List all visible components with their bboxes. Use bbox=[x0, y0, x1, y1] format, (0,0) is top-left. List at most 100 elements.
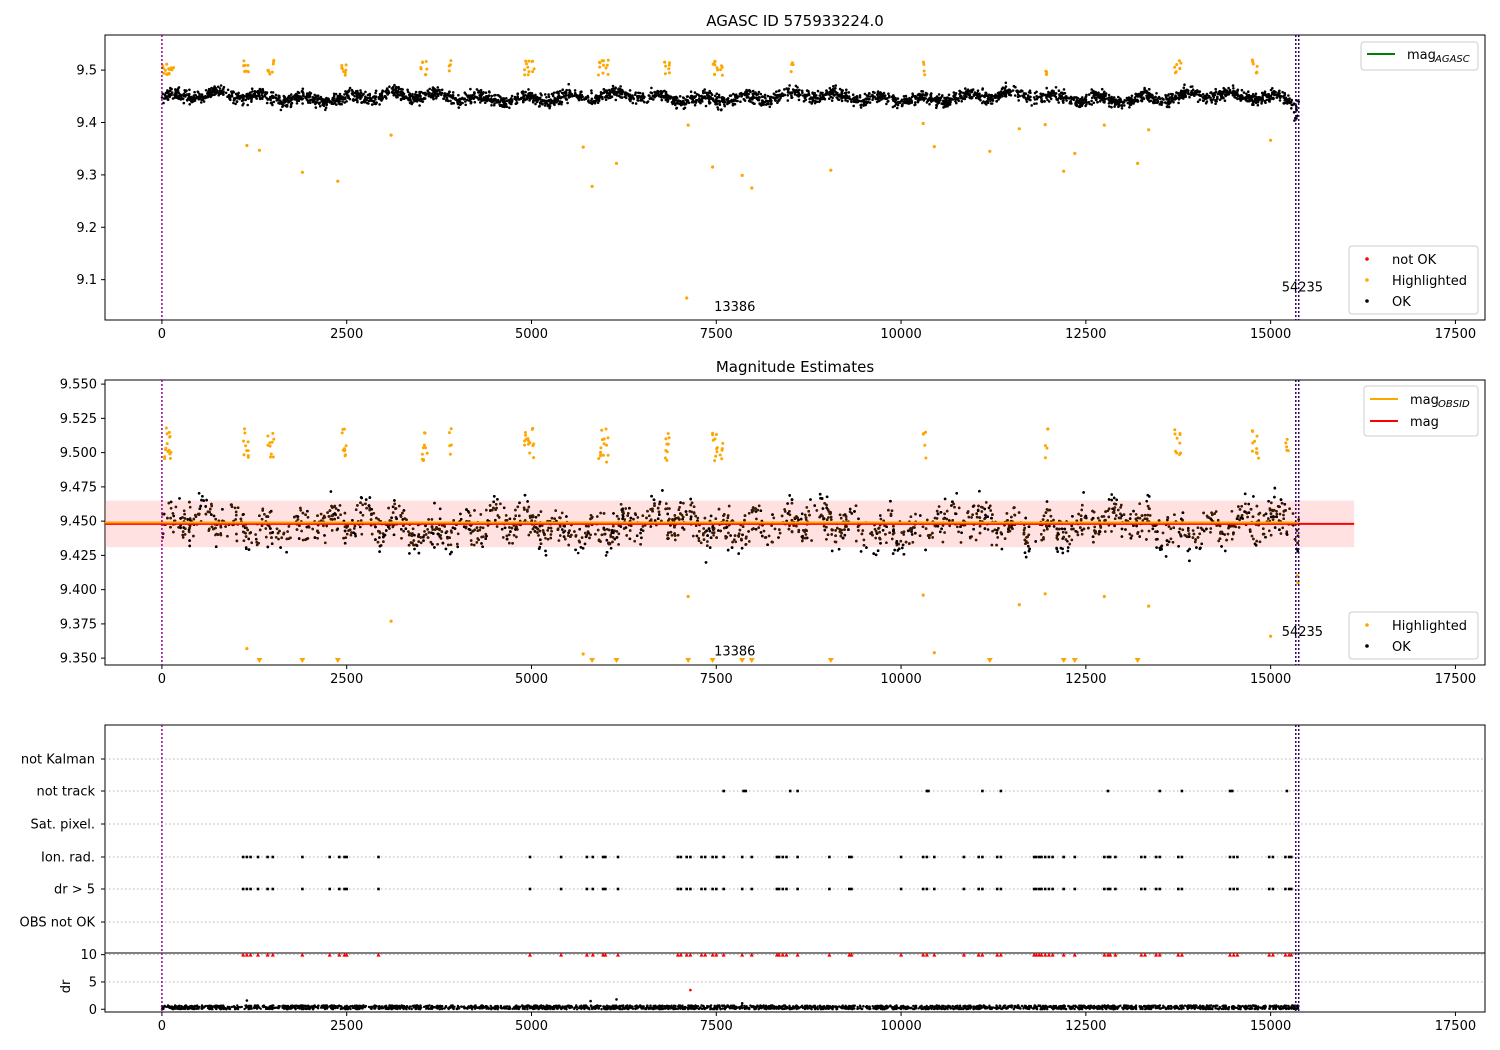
ok-point bbox=[862, 100, 865, 104]
ok-point bbox=[655, 91, 658, 94]
ok-point bbox=[1275, 96, 1278, 99]
ok-point bbox=[324, 108, 327, 112]
ok-point bbox=[1254, 92, 1258, 96]
highlighted-point bbox=[601, 71, 605, 75]
ok-point bbox=[533, 98, 536, 101]
highlighted-outlier bbox=[257, 148, 262, 152]
ok-point bbox=[847, 91, 851, 94]
ok-point bbox=[876, 96, 879, 100]
highlighted-point bbox=[246, 63, 250, 67]
ok-point bbox=[1232, 87, 1235, 90]
ok-point bbox=[1145, 91, 1149, 95]
ok-point bbox=[1049, 91, 1052, 95]
ok-point bbox=[958, 92, 961, 96]
highlighted-point bbox=[713, 59, 717, 63]
ok-point bbox=[832, 85, 835, 88]
ok-point bbox=[420, 97, 424, 101]
ok-point bbox=[553, 103, 556, 107]
ok-point bbox=[856, 100, 860, 103]
ok-point bbox=[450, 102, 453, 105]
ok-point bbox=[564, 97, 567, 100]
ok-point bbox=[366, 96, 369, 100]
ok-point bbox=[528, 98, 531, 101]
ok-point bbox=[1263, 90, 1267, 93]
ok-point bbox=[274, 93, 278, 97]
ok-point bbox=[381, 89, 385, 93]
ok-point bbox=[545, 96, 548, 99]
ok-point bbox=[577, 98, 581, 102]
ok-point bbox=[752, 92, 756, 96]
ok-point bbox=[245, 95, 248, 98]
ok-point bbox=[333, 100, 337, 103]
ok-point bbox=[907, 99, 910, 102]
ok-point bbox=[190, 99, 194, 102]
ok-point bbox=[1103, 99, 1106, 103]
ok-point bbox=[976, 89, 980, 92]
ok-point bbox=[729, 94, 733, 97]
ok-point bbox=[818, 94, 822, 97]
ok-point bbox=[216, 85, 220, 89]
ok-point bbox=[212, 87, 215, 90]
ok-point bbox=[763, 93, 767, 97]
ok-point bbox=[1072, 98, 1076, 101]
ok-point bbox=[865, 100, 868, 104]
ok-point bbox=[1108, 105, 1111, 108]
ok-point bbox=[185, 93, 189, 96]
highlighted-point bbox=[167, 67, 171, 71]
ok-point bbox=[1040, 99, 1043, 102]
ok-point bbox=[1057, 101, 1060, 104]
highlighted-point bbox=[162, 71, 166, 75]
panel2-title: Magnitude Estimates bbox=[716, 358, 874, 376]
ok-point bbox=[198, 92, 201, 96]
ok-point bbox=[1090, 96, 1094, 100]
highlighted-point bbox=[720, 73, 724, 77]
ok-point bbox=[808, 97, 811, 101]
ok-point bbox=[538, 96, 542, 100]
ok-point bbox=[364, 90, 367, 94]
ok-point bbox=[711, 97, 715, 100]
ok-point bbox=[1196, 100, 1200, 103]
ok-point bbox=[868, 95, 872, 98]
ok-point bbox=[438, 88, 441, 92]
ok-point bbox=[1081, 98, 1085, 102]
ok-point bbox=[913, 103, 916, 107]
ok-point bbox=[526, 96, 529, 100]
ok-point bbox=[458, 100, 462, 103]
ok-point bbox=[1274, 90, 1277, 94]
ok-point bbox=[374, 95, 378, 98]
ok-point bbox=[1252, 103, 1255, 106]
ok-point bbox=[335, 99, 339, 103]
ok-point bbox=[1278, 99, 1282, 102]
ok-point bbox=[464, 103, 468, 107]
highlighted-point bbox=[340, 64, 344, 67]
ok-point bbox=[681, 96, 685, 99]
ok-point bbox=[378, 103, 381, 106]
highlighted-point bbox=[598, 61, 602, 65]
ok-point bbox=[269, 95, 272, 99]
ok-point bbox=[454, 98, 457, 101]
ok-point bbox=[682, 107, 686, 111]
ok-point bbox=[1140, 99, 1144, 103]
ok-point bbox=[230, 92, 234, 95]
ok-point bbox=[479, 88, 483, 92]
legend-label: OK bbox=[1392, 295, 1411, 310]
ok-point bbox=[978, 92, 981, 96]
ok-point bbox=[1183, 83, 1186, 86]
highlighted-outlier bbox=[1269, 138, 1273, 142]
ok-point bbox=[605, 95, 608, 99]
ok-point bbox=[356, 100, 359, 104]
ok-point bbox=[840, 99, 844, 103]
ok-point bbox=[1278, 89, 1281, 93]
ok-point bbox=[1254, 95, 1258, 98]
ok-point bbox=[838, 87, 842, 91]
ok-point bbox=[559, 96, 562, 99]
highlighted-point bbox=[606, 72, 610, 76]
ok-point bbox=[738, 92, 742, 96]
ok-point bbox=[253, 90, 257, 93]
ok-point bbox=[773, 99, 777, 102]
ok-point bbox=[550, 99, 554, 103]
ok-point bbox=[206, 92, 209, 95]
ok-point bbox=[180, 94, 183, 97]
ok-point bbox=[981, 101, 984, 105]
ok-point bbox=[1017, 90, 1021, 93]
